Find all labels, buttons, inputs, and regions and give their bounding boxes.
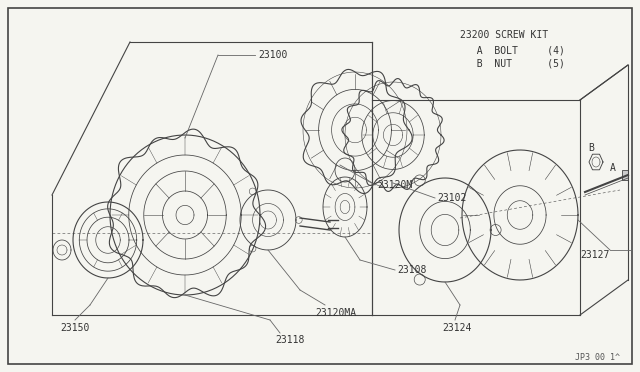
Text: A: A: [610, 163, 616, 173]
Text: JP3 00 1^: JP3 00 1^: [575, 353, 620, 362]
Text: 23200 SCREW KIT: 23200 SCREW KIT: [460, 30, 548, 40]
Text: 23118: 23118: [275, 335, 305, 345]
Text: B: B: [588, 143, 594, 153]
Text: A  BOLT     (4): A BOLT (4): [465, 45, 565, 55]
Text: 23120M: 23120M: [377, 180, 412, 190]
Text: 23150: 23150: [60, 323, 90, 333]
Text: B  NUT      (5): B NUT (5): [465, 58, 565, 68]
Text: 23102: 23102: [437, 193, 467, 203]
Text: 23108: 23108: [397, 265, 426, 275]
Text: 23127: 23127: [580, 250, 609, 260]
Text: 23120MA: 23120MA: [315, 308, 356, 318]
Text: 23124: 23124: [442, 323, 472, 333]
Text: 23100: 23100: [258, 50, 287, 60]
Bar: [622, 170, 628, 180]
